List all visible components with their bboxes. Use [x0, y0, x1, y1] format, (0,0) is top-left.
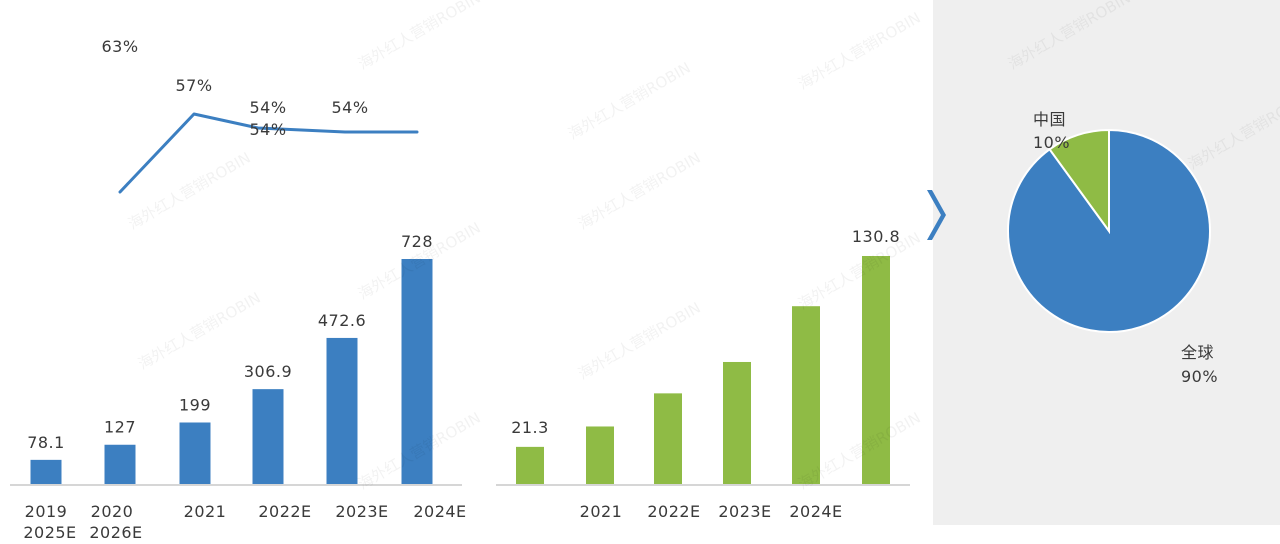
- bar: [723, 361, 751, 484]
- bar: [252, 389, 284, 484]
- data-label: 199: [179, 395, 211, 414]
- x-tick-label: 2021: [184, 502, 227, 521]
- pie-label-name: 全球: [1181, 343, 1214, 362]
- x-tick-label: 2020: [91, 502, 134, 521]
- x-tick-label: 2021: [580, 502, 623, 521]
- bar: [326, 337, 358, 484]
- bar: [401, 259, 433, 484]
- bar-chart-blue: 78.1 127 199 306.9 472.6 728 2019 2020 2021 2022E…: [10, 232, 466, 542]
- bar: [104, 444, 136, 484]
- pie-label-name: 中国: [1033, 110, 1066, 129]
- bar: [30, 459, 62, 484]
- bar: [516, 446, 544, 484]
- bar: [179, 422, 211, 484]
- pie-chart: 全球 90% 中国 10%: [1007, 110, 1218, 386]
- data-label: 472.6: [318, 311, 366, 330]
- x-tick-label: 2022E: [258, 502, 311, 521]
- bar: [862, 256, 890, 484]
- data-label: 54%: [249, 98, 286, 117]
- data-label: 54%: [331, 98, 368, 117]
- pie-label-value: 10%: [1033, 133, 1070, 152]
- x-tick-label: 2026E: [89, 523, 142, 542]
- x-tick-label: 2024E: [789, 502, 842, 521]
- share-line-chart: 63% 57% 54% 54% 54%: [101, 37, 419, 194]
- x-tick-label: 2022E: [647, 502, 700, 521]
- series-line: [118, 112, 419, 194]
- data-label: 21.3: [511, 418, 549, 437]
- data-label: 306.9: [244, 362, 292, 381]
- bar: [654, 393, 682, 484]
- data-label: 57%: [175, 76, 212, 95]
- data-label: 63%: [101, 37, 138, 56]
- data-label: 78.1: [27, 433, 65, 452]
- x-tick-label: 2023E: [718, 502, 771, 521]
- data-label: 127: [104, 418, 136, 437]
- bar: [792, 306, 820, 484]
- chevron-right-icon: [927, 190, 946, 240]
- x-tick-label: 2024E: [413, 502, 466, 521]
- bar-chart-green: 21.3 130.8 2021 2022E 2023E 2024E: [496, 227, 910, 521]
- pie-label-value: 90%: [1181, 367, 1218, 386]
- x-tick-label: 2019: [25, 502, 68, 521]
- pie-slice: [1048, 128, 1110, 235]
- x-tick-label: 2025E: [23, 523, 76, 542]
- x-tick-label: 2023E: [335, 502, 388, 521]
- data-label: 130.8: [852, 227, 900, 246]
- bar: [586, 426, 614, 484]
- data-label: 54%: [249, 120, 286, 139]
- data-label: 728: [401, 232, 433, 251]
